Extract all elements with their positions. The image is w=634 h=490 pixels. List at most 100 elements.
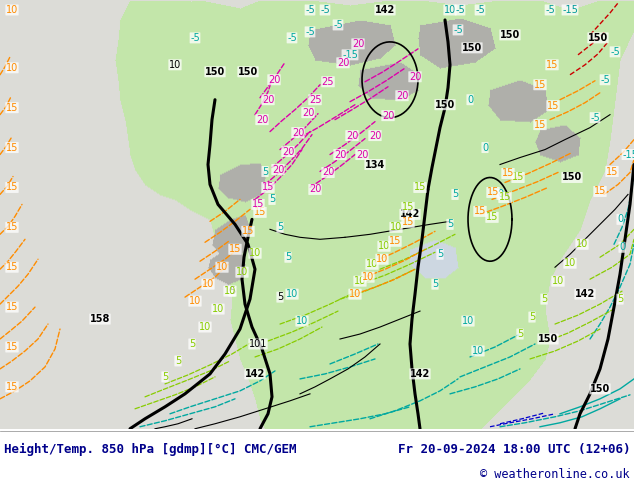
Text: -5: -5 — [190, 33, 200, 43]
Text: 5: 5 — [269, 195, 275, 204]
Text: 15: 15 — [389, 236, 401, 246]
Text: 150: 150 — [562, 172, 582, 182]
Text: 142: 142 — [375, 5, 395, 15]
Text: 5: 5 — [447, 220, 453, 229]
Text: -15: -15 — [342, 50, 358, 60]
Text: 15: 15 — [499, 193, 511, 202]
Text: 10: 10 — [6, 63, 18, 73]
Text: 0: 0 — [482, 143, 488, 152]
Text: 0: 0 — [617, 214, 623, 224]
Text: 15: 15 — [6, 262, 18, 272]
Text: 20: 20 — [382, 111, 394, 121]
Text: 15: 15 — [242, 226, 254, 236]
Text: 15: 15 — [262, 182, 274, 193]
Text: 10: 10 — [362, 272, 374, 282]
Text: 5: 5 — [517, 329, 523, 339]
Text: 10: 10 — [189, 296, 201, 306]
Text: 15: 15 — [6, 143, 18, 152]
Text: 5: 5 — [262, 167, 268, 176]
Text: 25: 25 — [321, 77, 334, 87]
Text: 10: 10 — [366, 259, 378, 269]
Text: 20: 20 — [334, 149, 346, 160]
Text: 150: 150 — [538, 334, 558, 344]
Text: -5: -5 — [455, 5, 465, 15]
Text: 15: 15 — [6, 182, 18, 193]
Text: 15: 15 — [6, 382, 18, 392]
Text: 15: 15 — [6, 222, 18, 232]
Text: 15: 15 — [487, 188, 499, 197]
Text: 10: 10 — [376, 254, 388, 264]
Text: 15: 15 — [6, 342, 18, 352]
Text: 20: 20 — [346, 131, 358, 141]
Text: 15: 15 — [6, 103, 18, 113]
Text: 142: 142 — [245, 369, 265, 379]
Text: 20: 20 — [292, 127, 304, 138]
Text: 15: 15 — [546, 60, 558, 70]
Text: 15: 15 — [547, 100, 559, 111]
Text: -5: -5 — [545, 5, 555, 15]
Text: Height/Temp. 850 hPa [gdmp][°C] CMC/GEM: Height/Temp. 850 hPa [gdmp][°C] CMC/GEM — [4, 442, 297, 456]
Text: 20: 20 — [262, 95, 274, 105]
Text: 25: 25 — [309, 95, 321, 105]
Text: 5: 5 — [277, 292, 283, 302]
Text: 10: 10 — [564, 258, 576, 268]
Text: 158: 158 — [90, 314, 110, 324]
Text: 10: 10 — [472, 346, 484, 356]
Text: 5: 5 — [162, 372, 168, 382]
Text: 5: 5 — [452, 190, 458, 199]
Text: Fr 20-09-2024 18:00 UTC (12+06): Fr 20-09-2024 18:00 UTC (12+06) — [398, 442, 630, 456]
Text: -5: -5 — [475, 5, 485, 15]
Text: 150: 150 — [238, 67, 258, 77]
Text: -5: -5 — [305, 5, 315, 15]
Text: 5: 5 — [189, 339, 195, 349]
Text: 15: 15 — [486, 212, 498, 222]
Text: 15: 15 — [594, 186, 606, 196]
Text: 10: 10 — [390, 222, 402, 232]
Text: 10: 10 — [552, 276, 564, 286]
Text: 10: 10 — [249, 248, 261, 258]
Text: 10: 10 — [296, 316, 308, 326]
Text: 20: 20 — [369, 131, 381, 141]
Text: 5: 5 — [285, 252, 291, 262]
Text: 20: 20 — [309, 184, 321, 195]
Text: 10: 10 — [199, 322, 211, 332]
Text: 15: 15 — [6, 302, 18, 312]
Text: 10: 10 — [6, 5, 18, 15]
Text: 150: 150 — [590, 384, 610, 394]
Text: 10: 10 — [236, 267, 248, 277]
Text: 142: 142 — [400, 209, 420, 220]
Text: 150: 150 — [588, 33, 608, 43]
Text: -5: -5 — [453, 25, 463, 35]
Text: 15: 15 — [414, 182, 426, 193]
Text: 150: 150 — [462, 43, 482, 53]
Text: 5: 5 — [541, 294, 547, 304]
Text: 20: 20 — [272, 165, 284, 174]
Text: -5: -5 — [590, 113, 600, 122]
Text: 20: 20 — [302, 108, 314, 118]
Text: -15: -15 — [562, 5, 578, 15]
Text: -5: -5 — [287, 33, 297, 43]
Text: 150: 150 — [205, 67, 225, 77]
Text: 20: 20 — [256, 115, 268, 124]
Text: 10: 10 — [349, 289, 361, 299]
Text: 15: 15 — [474, 206, 486, 217]
Text: 10: 10 — [444, 5, 456, 15]
Text: 10: 10 — [286, 289, 298, 299]
Text: 20: 20 — [337, 58, 349, 68]
Text: 15: 15 — [534, 120, 546, 130]
Text: 20: 20 — [281, 147, 294, 157]
Text: 20: 20 — [409, 72, 421, 82]
Text: 150: 150 — [500, 30, 520, 40]
Text: 5: 5 — [432, 279, 438, 289]
Text: 10: 10 — [576, 239, 588, 249]
Text: 142: 142 — [410, 369, 430, 379]
Text: 5: 5 — [229, 286, 235, 296]
Text: 101: 101 — [249, 339, 267, 349]
Text: 10: 10 — [378, 241, 390, 251]
Text: 15: 15 — [252, 199, 264, 209]
Text: -5: -5 — [600, 75, 610, 85]
Text: 10: 10 — [462, 316, 474, 326]
Text: 0: 0 — [497, 190, 503, 199]
Text: 10: 10 — [212, 304, 224, 314]
Text: 5: 5 — [437, 249, 443, 259]
